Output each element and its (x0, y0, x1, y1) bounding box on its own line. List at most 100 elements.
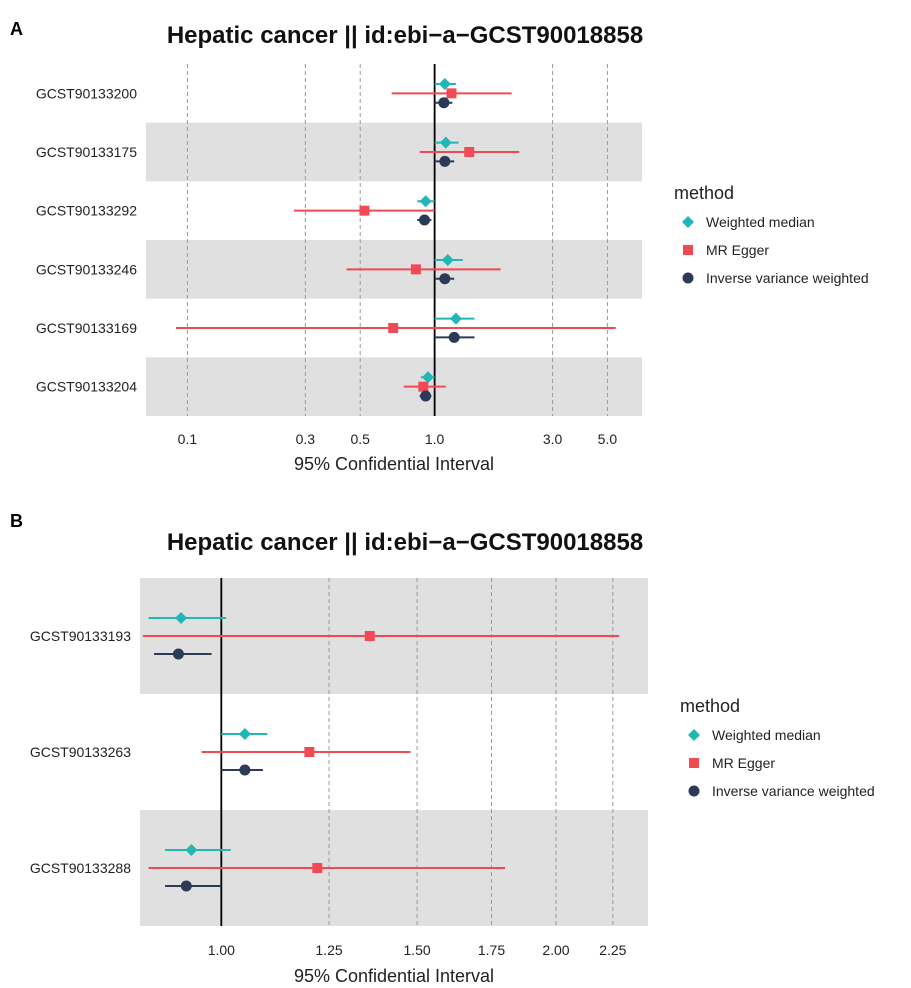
estimate-diamond (148, 612, 227, 624)
row-label: GCST90133200 (36, 85, 137, 101)
row-band (146, 122, 642, 182)
point-circle (418, 214, 430, 226)
point-square (689, 758, 699, 768)
chart-title: Hepatic cancer || id:ebi−a−GCST90018858 (167, 529, 643, 556)
legend-label: Inverse variance weighted (712, 783, 875, 799)
point-circle (172, 648, 184, 660)
estimate-diamond (420, 371, 435, 384)
x-tick-label: 1.75 (478, 942, 505, 958)
estimate-circle (154, 648, 212, 660)
panel-a: A Hepatic cancer || id:ebi−a−GCST90018858… (10, 19, 869, 474)
estimate-diamond (165, 844, 231, 856)
x-tick-label: 2.00 (542, 942, 569, 958)
estimate-circle (434, 155, 455, 167)
x-tick-label: 5.0 (598, 431, 618, 447)
point-circle (439, 273, 451, 285)
point-diamond (438, 77, 451, 90)
x-axis-label: 95% Confidential Interval (294, 966, 494, 986)
row-label: GCST90133169 (36, 320, 137, 336)
x-tick-label: 1.25 (315, 942, 342, 958)
legend-item: Weighted median (688, 727, 821, 743)
point-square (410, 264, 421, 275)
estimate-diamond (417, 195, 435, 208)
legend-item: Weighted median (682, 214, 815, 230)
legend: method Weighted median MR Egger Inverse var… (674, 183, 869, 286)
point-diamond (419, 195, 432, 208)
estimate-circle (165, 880, 222, 892)
point-circle (448, 331, 460, 343)
point-diamond (185, 844, 198, 856)
row-label: GCST90133193 (30, 628, 131, 644)
estimate-diamond (434, 312, 475, 325)
estimate-circle (221, 764, 263, 776)
estimate-square (176, 323, 616, 333)
row-label: GCST90133292 (36, 203, 137, 219)
estimate-circle (434, 97, 453, 109)
x-tick-label: 3.0 (543, 431, 563, 447)
estimate-square (391, 88, 512, 99)
row-label: GCST90133288 (30, 860, 131, 876)
x-tick-label: 1.0 (425, 431, 445, 447)
point-square (364, 631, 375, 641)
panel-b: B Hepatic cancer || id:ebi−a−GCST90018858… (10, 511, 875, 986)
estimate-diamond (221, 728, 268, 740)
point-circle (180, 880, 192, 892)
legend-label: Inverse variance weighted (706, 270, 869, 286)
point-circle (688, 785, 700, 797)
point-circle (438, 97, 450, 109)
point-square (304, 747, 315, 757)
estimate-square (419, 147, 520, 157)
legend-label: Weighted median (712, 727, 821, 743)
estimate-circle (417, 214, 432, 226)
point-circle (439, 155, 451, 167)
point-square (418, 381, 429, 392)
point-diamond (238, 728, 251, 740)
point-diamond (441, 253, 454, 266)
x-tick-label: 1.50 (403, 942, 430, 958)
point-diamond (421, 371, 434, 384)
row-label: GCST90133204 (36, 379, 137, 395)
estimate-diamond (434, 77, 456, 90)
point-diamond (449, 312, 462, 325)
legend-item: Inverse variance weighted (682, 270, 869, 286)
estimate-square (201, 747, 411, 757)
estimate-square (148, 863, 506, 873)
legend: method Weighted median MR Egger Inverse var… (680, 696, 875, 799)
row-label: GCST90133263 (30, 744, 131, 760)
legend-label: MR Egger (706, 242, 769, 258)
legend-title: method (674, 183, 734, 203)
row-label: GCST90133246 (36, 261, 137, 277)
x-axis-label: 95% Confidential Interval (294, 454, 494, 474)
x-tick-label: 0.5 (350, 431, 370, 447)
x-tick-label: 0.3 (296, 431, 316, 447)
estimate-circle (434, 331, 475, 343)
point-square (446, 88, 457, 99)
point-diamond (688, 729, 700, 741)
panel-letter: A (10, 19, 23, 39)
panel-letter: B (10, 511, 23, 531)
estimate-circle (434, 273, 455, 285)
x-tick-label: 0.1 (178, 431, 198, 447)
legend-item: Inverse variance weighted (688, 783, 875, 799)
estimate-square (294, 205, 435, 216)
x-tick-label: 1.00 (208, 942, 235, 958)
point-square (312, 863, 323, 873)
row-band (146, 357, 642, 416)
row-label: GCST90133175 (36, 144, 137, 160)
point-diamond (682, 216, 694, 228)
point-circle (239, 764, 251, 776)
point-circle (682, 272, 694, 284)
estimate-diamond (434, 136, 459, 149)
estimate-diamond (434, 253, 463, 266)
point-diamond (439, 136, 452, 149)
point-circle (420, 390, 432, 402)
chart-title: Hepatic cancer || id:ebi−a−GCST90018858 (167, 22, 643, 49)
legend-label: Weighted median (706, 214, 815, 230)
point-square (388, 323, 399, 333)
legend-label: MR Egger (712, 755, 775, 771)
estimate-square (403, 381, 446, 392)
legend-item: MR Egger (689, 755, 775, 771)
x-tick-label: 2.25 (599, 942, 626, 958)
point-diamond (175, 612, 188, 624)
